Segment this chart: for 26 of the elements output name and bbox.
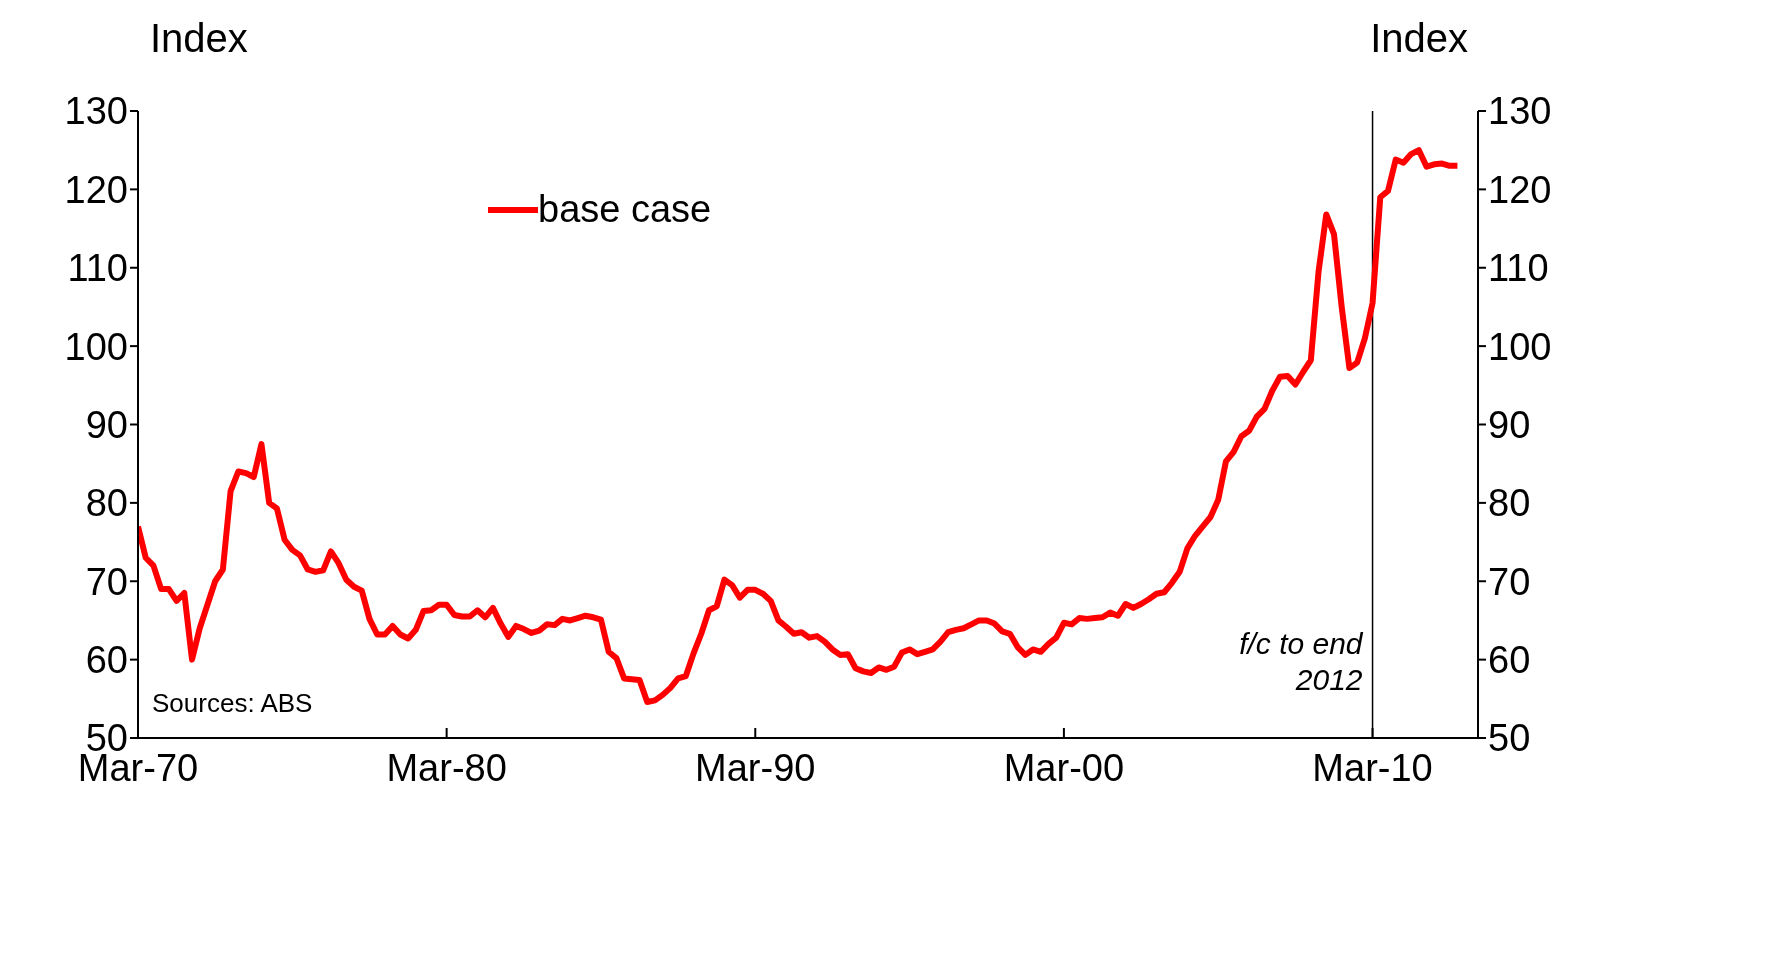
x-tick-label: Mar-00 <box>1003 746 1125 789</box>
y2-tick-label: 90 <box>1488 403 1531 446</box>
y2-tick-label: 60 <box>1488 639 1531 682</box>
y2-tick-label: 70 <box>1488 560 1531 603</box>
y2-tick-label: 130 <box>1488 90 1552 133</box>
y-axis-title: Index <box>150 16 248 61</box>
y2-axis-title: Index <box>1370 16 1468 61</box>
y2-tick-label: 50 <box>1488 717 1531 760</box>
y-tick-label: 90 <box>85 403 128 446</box>
legend-label: base case <box>538 188 712 231</box>
y2-tick-label: 80 <box>1488 482 1531 525</box>
y-tick-label: 120 <box>64 168 128 211</box>
x-tick-label: Mar-10 <box>1312 746 1433 789</box>
x-tick-label: Mar-90 <box>695 746 816 789</box>
y-tick-label: 60 <box>85 639 128 682</box>
x-tick-label: Mar-80 <box>386 746 507 789</box>
y-tick-label: 110 <box>67 247 128 290</box>
y-tick-label: 100 <box>64 325 128 368</box>
y-tick-label: 130 <box>64 90 128 133</box>
y2-tick-label: 110 <box>1488 247 1549 290</box>
ref-line-label: f/c to end 2012 <box>1239 627 1364 696</box>
y2-tick-label: 120 <box>1488 168 1552 211</box>
y-tick-label: 80 <box>85 482 128 525</box>
annotation: Sources: ABS <box>152 688 313 719</box>
y2-tick-label: 100 <box>1488 325 1552 368</box>
y-tick-label: 70 <box>85 560 128 603</box>
